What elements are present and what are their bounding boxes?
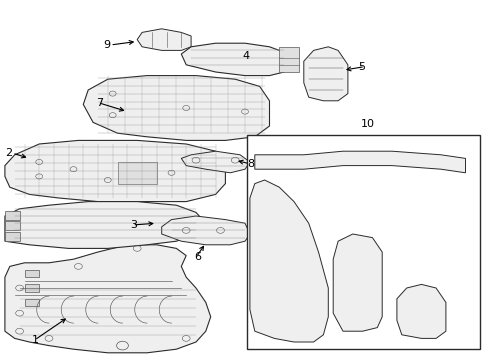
Polygon shape bbox=[5, 202, 206, 248]
Text: 3: 3 bbox=[130, 220, 137, 230]
Polygon shape bbox=[5, 140, 225, 202]
Polygon shape bbox=[5, 245, 211, 353]
Polygon shape bbox=[397, 284, 446, 338]
Text: 10: 10 bbox=[361, 119, 374, 129]
Text: 4: 4 bbox=[243, 51, 250, 61]
Polygon shape bbox=[137, 29, 191, 50]
Bar bbox=[247, 135, 480, 349]
Text: 8: 8 bbox=[247, 159, 255, 169]
Text: 7: 7 bbox=[96, 98, 103, 108]
Polygon shape bbox=[24, 299, 39, 306]
Polygon shape bbox=[83, 76, 270, 140]
Polygon shape bbox=[5, 221, 20, 230]
Polygon shape bbox=[162, 216, 250, 245]
Polygon shape bbox=[24, 270, 39, 277]
Text: 5: 5 bbox=[358, 62, 365, 72]
Polygon shape bbox=[5, 232, 20, 241]
Polygon shape bbox=[333, 234, 382, 331]
Polygon shape bbox=[181, 151, 250, 173]
Text: 1: 1 bbox=[32, 335, 39, 345]
Polygon shape bbox=[250, 180, 328, 342]
Text: 6: 6 bbox=[194, 252, 201, 262]
Text: 2: 2 bbox=[5, 148, 12, 158]
Polygon shape bbox=[279, 47, 299, 72]
Polygon shape bbox=[304, 47, 348, 101]
Polygon shape bbox=[255, 151, 466, 173]
Polygon shape bbox=[5, 211, 20, 220]
Text: 9: 9 bbox=[103, 40, 110, 50]
Polygon shape bbox=[24, 284, 39, 292]
Polygon shape bbox=[118, 162, 157, 184]
Polygon shape bbox=[181, 43, 294, 76]
